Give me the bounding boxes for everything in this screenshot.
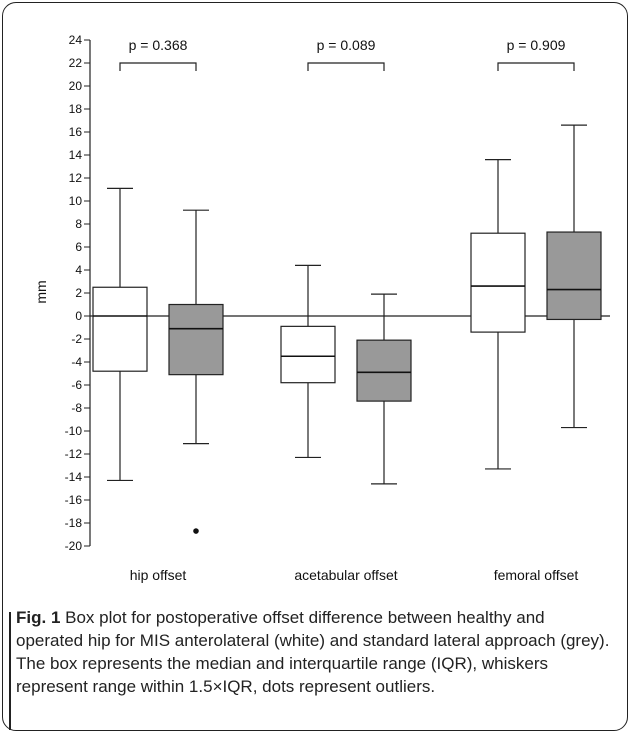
y-tick-label: -18 [65, 516, 83, 530]
y-tick-label: -20 [65, 539, 83, 553]
x-category-label: femoral offset [494, 567, 579, 583]
y-tick-label: -6 [71, 378, 82, 392]
box-standard-lateral [546, 124, 602, 429]
y-tick-label: -16 [65, 493, 83, 507]
y-tick-label: 12 [69, 171, 83, 185]
y-tick-label: -12 [65, 447, 83, 461]
y-tick-label: 20 [69, 79, 83, 93]
y-tick-label: 22 [69, 56, 83, 70]
box-plot-chart: 242220181614121086420-2-4-6-8-10-12-14-1… [33, 33, 610, 583]
y-tick-label: 18 [69, 102, 83, 116]
y-tick-label: -4 [71, 355, 82, 369]
p-value-label: p = 0.089 [317, 37, 376, 53]
boxes [92, 124, 602, 534]
y-tick-label: 14 [69, 148, 83, 162]
figure-caption: Fig. 1 Box plot for postoperative offset… [9, 606, 616, 730]
box-mis-anterolateral [92, 187, 148, 482]
y-tick-label: -14 [65, 470, 83, 484]
y-axis-label: mm [33, 280, 49, 303]
p-value-label: p = 0.368 [129, 37, 188, 53]
interquartile-box [356, 339, 412, 402]
significance-bracket [119, 62, 197, 71]
y-tick-label: 6 [75, 240, 82, 254]
y-tick-label: 0 [75, 309, 82, 323]
box-mis-anterolateral [280, 264, 336, 459]
significance-bracket [307, 62, 385, 71]
box-mis-anterolateral [470, 159, 526, 470]
figure-label: Fig. 1 [16, 608, 61, 627]
box-standard-lateral [356, 293, 412, 485]
y-tick-label: 2 [75, 286, 82, 300]
x-category-label: hip offset [130, 567, 187, 583]
y-tick-label: -8 [71, 401, 82, 415]
interquartile-box [280, 325, 336, 384]
outlier-dot [193, 528, 199, 534]
interquartile-box [92, 286, 148, 372]
y-tick-label: 24 [69, 33, 83, 47]
box-standard-lateral [168, 209, 224, 534]
y-tick-label: -2 [71, 332, 82, 346]
x-category-label: acetabular offset [294, 567, 397, 583]
p-value-label: p = 0.909 [507, 37, 566, 53]
y-tick-label: 16 [69, 125, 83, 139]
y-axis-ticks: 242220181614121086420-2-4-6-8-10-12-14-1… [65, 33, 90, 553]
y-tick-label: 10 [69, 194, 83, 208]
significance-bracket [497, 62, 575, 71]
x-axis-category-labels: hip offset acetabular offset femoral offse… [130, 567, 579, 583]
y-tick-label: -10 [65, 424, 83, 438]
y-tick-label: 8 [75, 217, 82, 231]
caption-rule [9, 612, 11, 730]
interquartile-box [470, 232, 526, 333]
y-tick-label: 4 [75, 263, 82, 277]
significance-brackets: p = 0.368 p = 0.089 p = 0.909 [119, 37, 575, 71]
interquartile-box [168, 303, 224, 376]
caption-text: Box plot for postoperative offset differ… [16, 608, 610, 696]
interquartile-box [546, 231, 602, 321]
